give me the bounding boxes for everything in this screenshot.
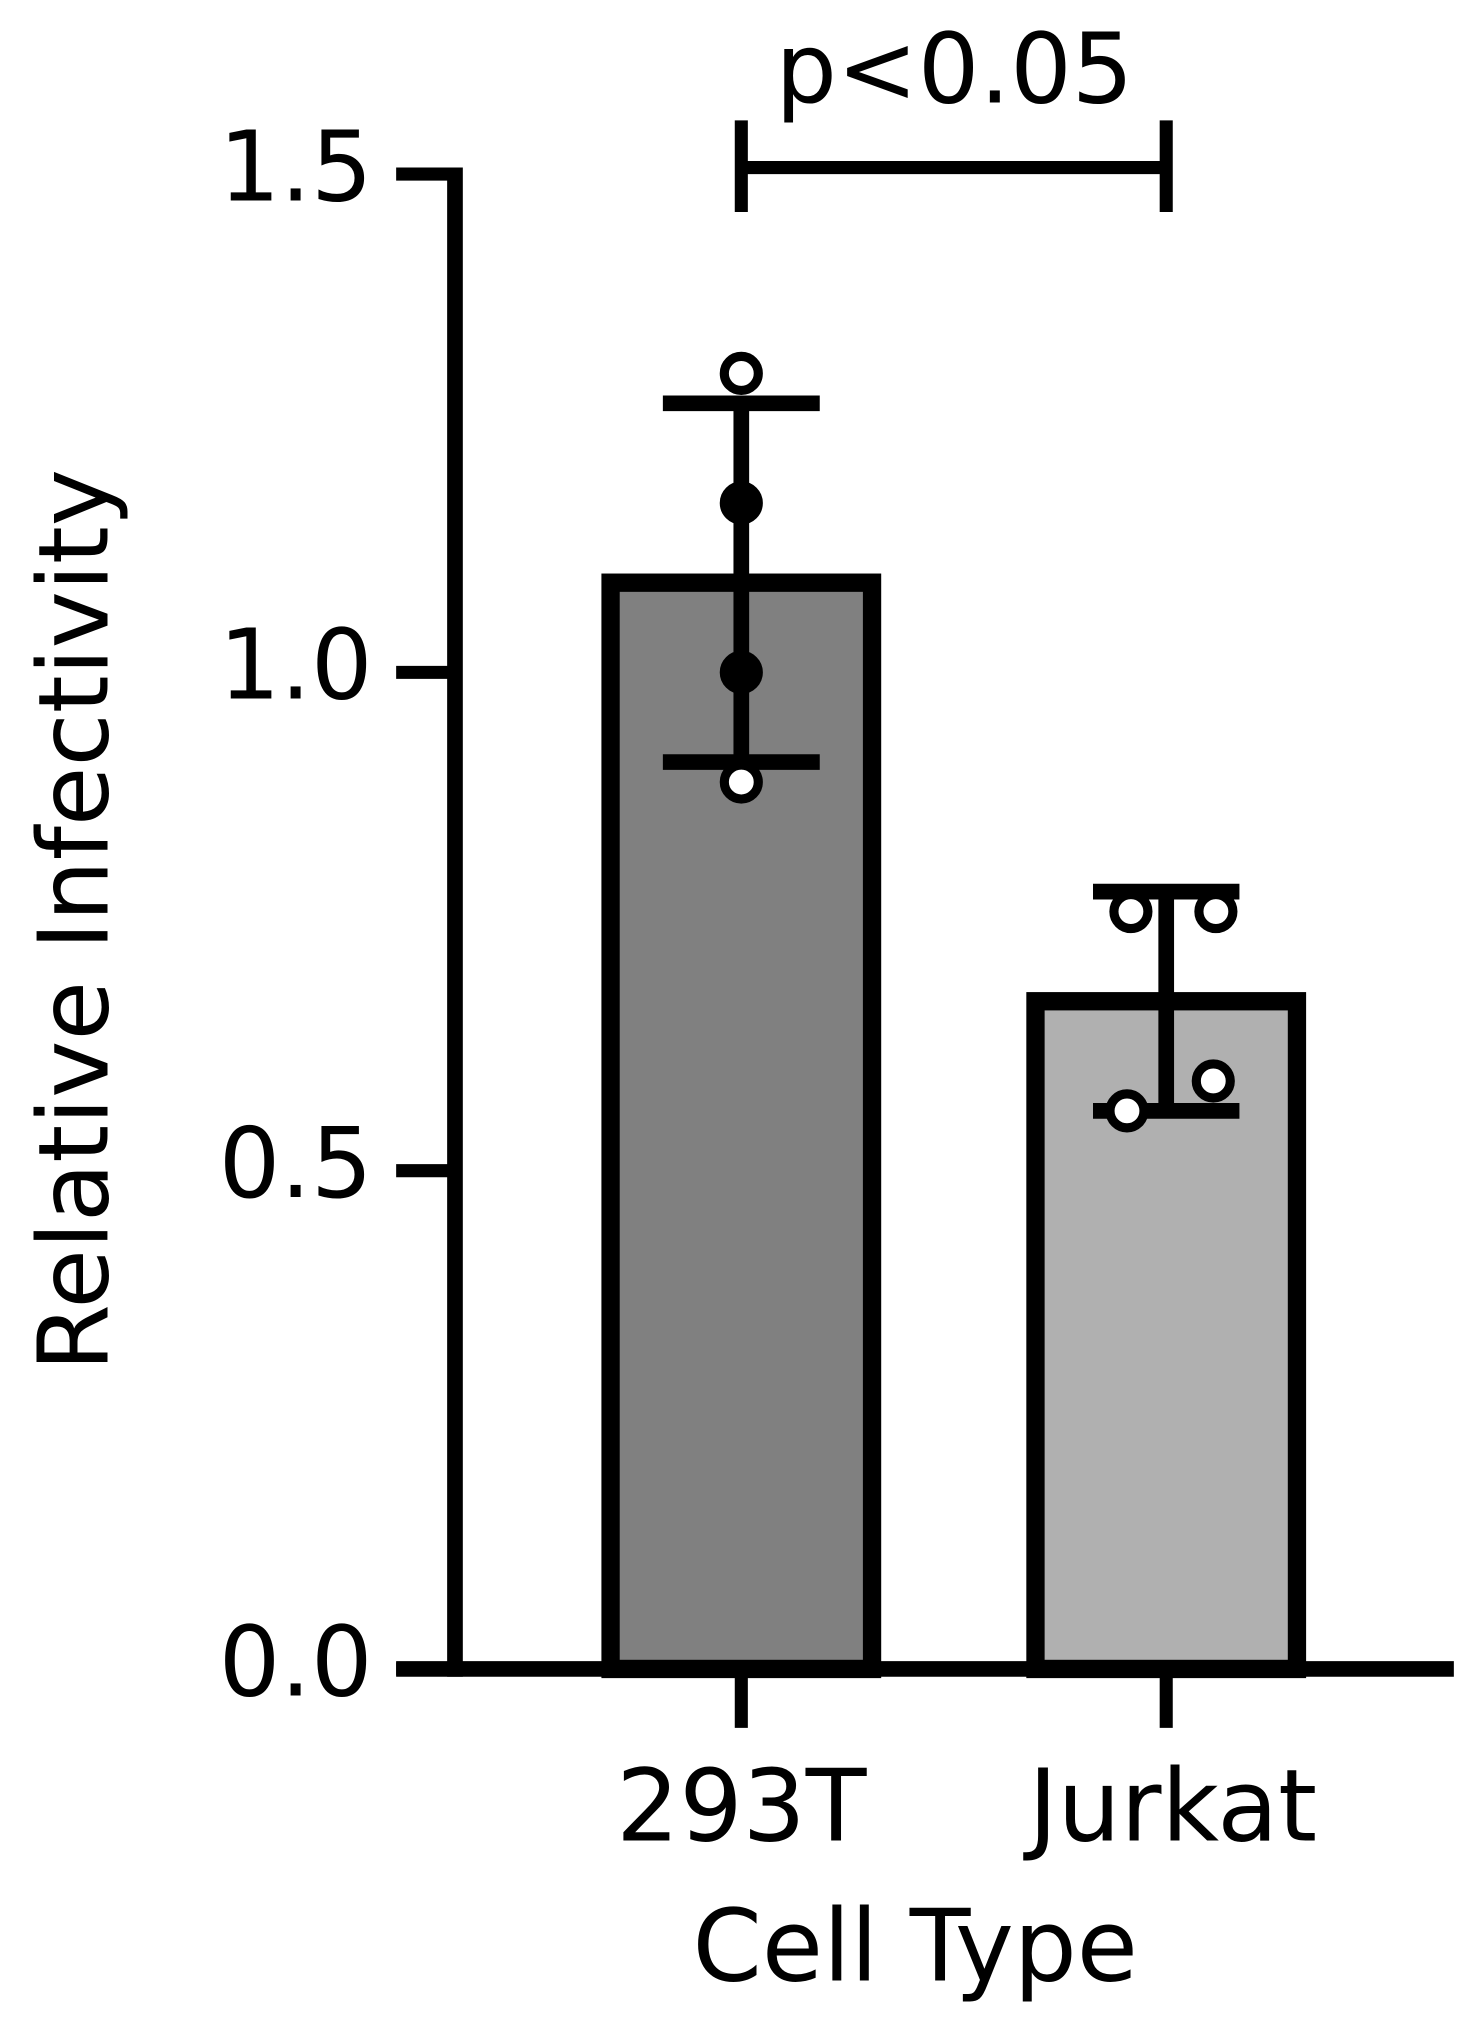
x-tick-label: 293T (616, 1749, 868, 1864)
y-tick-label: 1.5 (219, 110, 373, 223)
y-tick-label: 0.0 (219, 1605, 373, 1718)
data-point (1109, 889, 1153, 934)
y-tick-label: 0.5 (219, 1107, 373, 1220)
y-axis-label: Relative Infectivity (17, 469, 130, 1372)
y-tick-label: 1.0 (219, 609, 373, 722)
significance-bracket (734, 120, 1173, 213)
data-point (719, 650, 763, 694)
data-point (1194, 889, 1238, 934)
data-point (719, 351, 763, 396)
x-axis-label: Cell Type (692, 1889, 1137, 2004)
data-point (719, 481, 763, 525)
data-point (1191, 1059, 1235, 1103)
data-point (719, 760, 763, 804)
significance-label: p<0.05 (775, 12, 1133, 125)
x-tick-label: Jurkat (1022, 1749, 1317, 1864)
data-point (1105, 1089, 1149, 1133)
